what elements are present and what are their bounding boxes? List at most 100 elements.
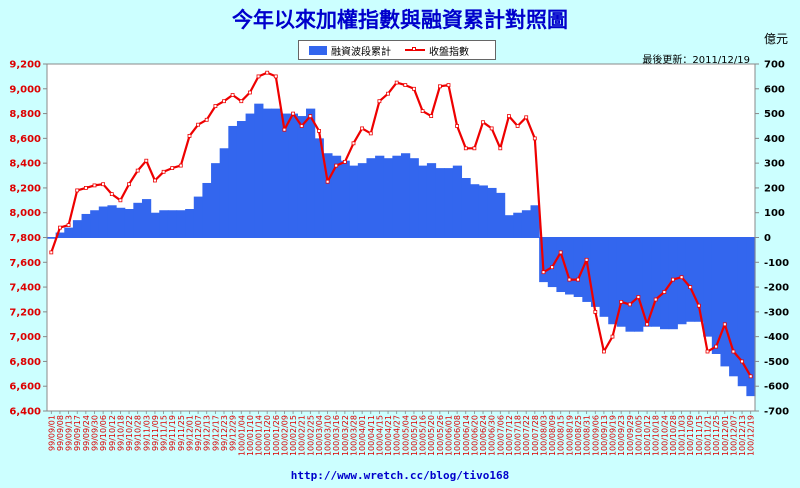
x-tick-label: 99/09/13 [65, 415, 74, 451]
x-tick-label: 100/11/21 [704, 415, 713, 456]
bar [306, 108, 316, 238]
right-tick-label: -200 [764, 283, 789, 294]
line-point [109, 192, 114, 197]
bar [288, 113, 298, 238]
bar [668, 237, 678, 330]
line-point [653, 297, 658, 302]
x-tick-label: 100/02/25 [306, 415, 315, 456]
left-tick-label: 7,200 [9, 307, 41, 318]
x-tick-label: 100/12/07 [729, 415, 738, 456]
bar [116, 207, 126, 238]
line-point [308, 114, 313, 118]
right-tick-label: 400 [764, 134, 785, 145]
x-tick-label: 100/04/15 [375, 415, 384, 456]
bar [495, 192, 506, 238]
bar [383, 158, 393, 238]
bar [720, 237, 730, 367]
line-point [403, 83, 408, 87]
line-point [299, 124, 304, 128]
line-point [75, 188, 80, 193]
left-tick-label: 7,000 [9, 332, 41, 343]
bar [565, 237, 575, 295]
line-point [66, 223, 71, 228]
line-point [524, 115, 529, 120]
x-tick-label: 100/10/18 [652, 415, 661, 456]
x-tick-label: 100/10/24 [660, 415, 669, 456]
left-tick-label: 8,400 [9, 159, 41, 170]
line-point [58, 225, 62, 230]
bar [478, 185, 488, 238]
x-tick-label: 100/09/29 [626, 415, 635, 456]
bar [737, 237, 747, 387]
bar [185, 209, 195, 238]
bar [547, 237, 558, 288]
left-tick-label: 6,400 [9, 407, 41, 418]
bar [651, 237, 661, 327]
right-tick-label: 300 [764, 159, 785, 170]
bar [219, 148, 229, 238]
left-tick-label: 8,000 [9, 208, 41, 219]
x-tick-label: 100/11/03 [678, 415, 687, 456]
x-tick-label: 100/01/14 [255, 415, 264, 456]
x-tick-label: 100/06/14 [462, 415, 471, 456]
x-tick-label: 100/09/13 [600, 415, 609, 456]
x-tick-label: 99/12/13 [203, 415, 212, 451]
right-tick-label: -300 [764, 307, 789, 318]
bar [133, 202, 143, 238]
bar [608, 237, 618, 325]
line-point [291, 111, 296, 116]
left-tick-label: 9,200 [9, 60, 41, 71]
line-point [282, 127, 287, 132]
line-point [541, 270, 546, 275]
x-tick-label: 99/09/30 [90, 415, 99, 451]
line-point [101, 182, 105, 187]
line-point [178, 163, 183, 168]
bar [193, 196, 204, 238]
x-tick-label: 99/09/17 [73, 415, 82, 451]
x-tick-label: 100/03/28 [350, 415, 359, 456]
x-tick-label: 99/10/28 [134, 415, 143, 451]
line-point [576, 277, 580, 282]
bar [141, 199, 152, 238]
x-tick-label: 100/06/30 [488, 415, 497, 456]
x-tick-label: 100/08/31 [583, 415, 592, 456]
bar [616, 237, 627, 327]
bar [642, 237, 652, 327]
line-point [135, 168, 140, 173]
bar [245, 113, 255, 238]
bar [418, 165, 428, 238]
x-tick-label: 100/07/06 [496, 415, 505, 456]
bar [314, 138, 324, 238]
left-tick-label: 8,600 [9, 134, 41, 145]
bar [435, 168, 445, 238]
bar [375, 155, 385, 238]
bar [81, 213, 91, 238]
legend-bar-label: 融資波段累計 [331, 46, 391, 58]
line-point [351, 141, 356, 146]
x-tick-label: 100/04/11 [367, 415, 376, 456]
line-point [679, 275, 684, 280]
line-point [688, 285, 693, 290]
bar [401, 153, 411, 238]
line-point [463, 146, 468, 151]
line-point [446, 83, 451, 87]
x-tick-label: 100/10/12 [643, 415, 652, 456]
line-point [342, 159, 347, 164]
bar [694, 237, 704, 322]
line-point [506, 114, 511, 118]
line-point [222, 99, 226, 104]
bar [167, 210, 178, 238]
left-tick-label: 7,600 [9, 258, 41, 269]
x-tick-label: 100/08/09 [548, 415, 557, 456]
line-point [247, 90, 252, 95]
line-point [636, 295, 641, 299]
line-point [127, 182, 131, 187]
x-tick-label: 100/06/24 [479, 415, 488, 456]
bar [599, 237, 609, 317]
line-point [645, 322, 649, 327]
bar [634, 237, 644, 332]
bar [703, 237, 713, 337]
left-tick-label: 7,400 [9, 283, 41, 294]
line-point [714, 344, 718, 349]
